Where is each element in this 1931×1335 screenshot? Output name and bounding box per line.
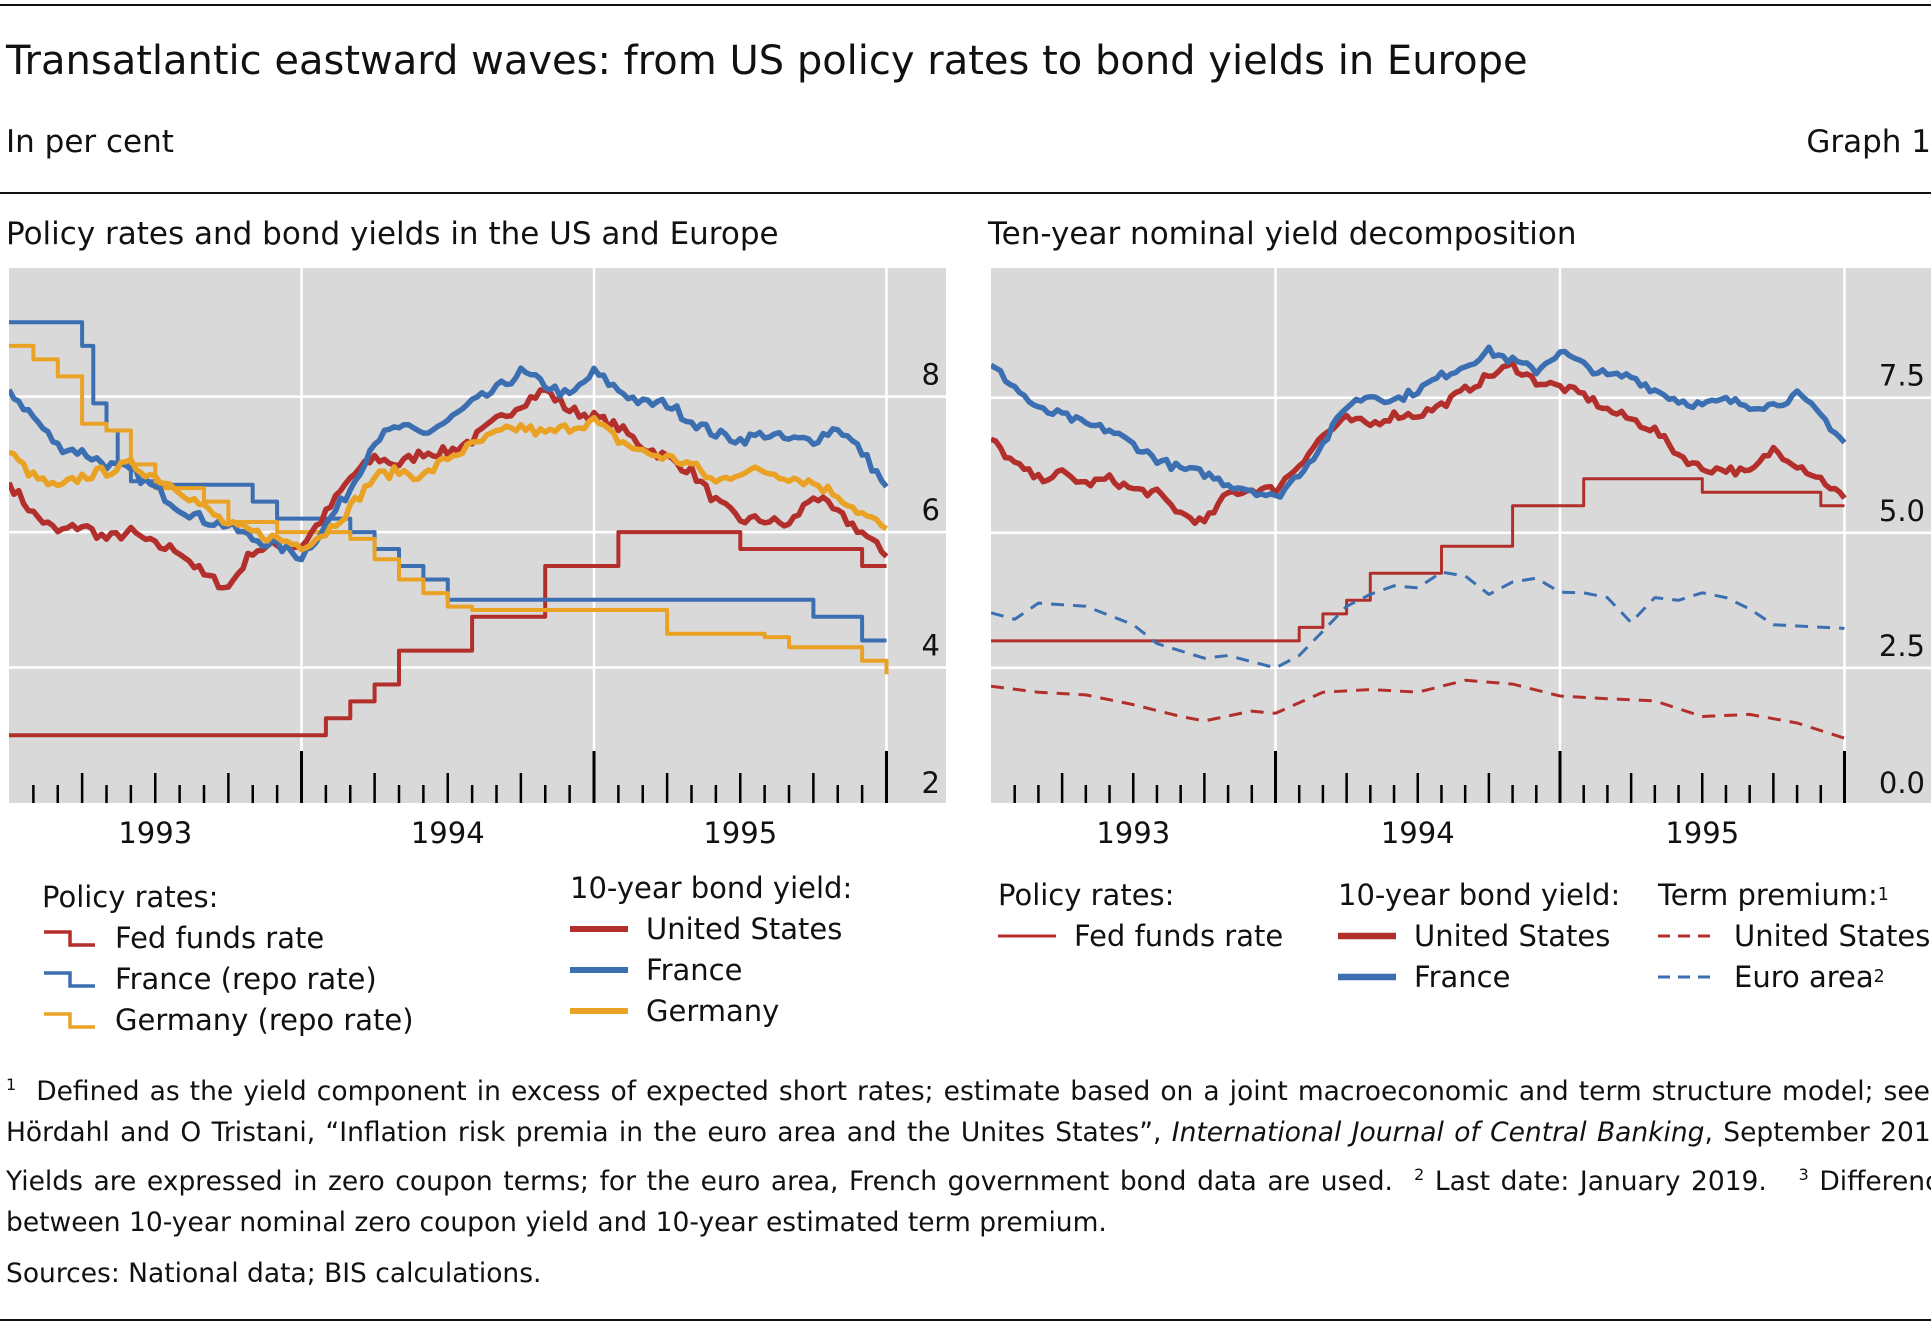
y-tick-label: 2 [922,766,940,800]
x-tick-label: 1994 [411,816,485,850]
legend-item-us-yield: United States [1338,915,1620,956]
footnote-1: Defined as the yield component in excess… [6,1075,1931,1149]
right-legend-policy: Policy rates: Fed funds rate [998,875,1283,956]
left-legend-policy: Policy rates: Fed funds rate France (rep… [42,877,414,1040]
series-line-france-10-year-bond-yield [9,365,889,563]
line-swatch-icon [1338,973,1396,980]
line-swatch-icon [570,1007,628,1014]
x-tick-label: 1993 [118,816,192,850]
legend-heading: Term premium: 1 [1658,878,1889,912]
line-swatch-icon [570,925,628,932]
y-tick-label: 2.5 [1879,629,1925,663]
legend-item-france-yield: France [1338,956,1620,997]
series-line-fed-funds-rate-policy-rates [991,477,1845,643]
series-line-germany-repo-rate--policy-rates [9,343,889,675]
step-line-swatch-icon [44,1011,95,1029]
legend-item-fed-funds: Fed funds rate [42,917,414,958]
y-tick-label: 5.0 [1879,494,1925,528]
right-legend-term-premium: Term premium: 1 United States Euro area 2 [1658,875,1930,997]
legend-item-us-term-premium: United States [1658,915,1930,956]
x-tick-label: 1995 [1665,816,1739,850]
units-label: In per cent [6,124,174,160]
legend-heading: Policy rates: [42,880,219,914]
series-line-united-states-10-year-bond-yield [991,360,1847,527]
footnote-ref: 1 [1877,885,1889,905]
footnote-3: Difference between 10-year nominal zero … [6,1165,1931,1239]
legend-item-france-yield: France [570,949,852,990]
series-line-germany-10-year-bond-yield [9,414,888,553]
dashed-line-swatch-icon [1658,975,1716,978]
page-title: Transatlantic eastward waves: from US po… [6,38,1528,84]
left-chart: 2 4 6 8 1993 1994 1995 [9,268,946,850]
legend-item-us-yield: United States [570,908,852,949]
line-swatch-icon [570,966,628,973]
dashed-line-swatch-icon [1658,934,1716,937]
journal-name: International Journal of Central Banking [1171,1117,1705,1149]
footnotes: 1 Defined as the yield component in exce… [6,1064,1931,1244]
footnote-2: Last date: January 2019. [1434,1165,1767,1197]
footnote-ref: 2 [1873,966,1885,987]
y-tick-label: 8 [922,358,940,392]
left-panel-title: Policy rates and bond yields in the US a… [6,216,779,252]
series-line-fed-funds-rate-policy-rates [9,530,887,738]
legend-heading: 10-year bond yield: [1338,878,1621,912]
legend-heading: 10-year bond yield: [570,871,853,905]
y-tick-label: 4 [922,629,940,663]
step-line-swatch-icon [44,970,95,988]
x-tick-label: 1995 [703,816,777,850]
series-line-united-states-10-year-bond-yield [9,387,889,591]
graph-number: Graph 1 [1806,124,1931,160]
legend-item-france-repo: France (repo rate) [42,958,414,999]
plot-background [991,268,1931,803]
top-rule [0,4,1931,6]
series-line-france-10-year-bond-yield [991,344,1847,500]
y-tick-label: 7.5 [1879,359,1925,393]
right-legend-bond-yield: 10-year bond yield: United States France [1338,875,1620,997]
line-swatch-icon [1338,932,1396,939]
x-tick-label: 1994 [1381,816,1455,850]
plot-background [9,268,946,803]
series-line-euro-area-term-premium [991,570,1845,670]
legend-item-fed-funds: Fed funds rate [998,915,1283,956]
left-legend-bond-yield: 10-year bond yield: United States France… [570,868,852,1031]
y-tick-label: 6 [922,493,940,527]
step-line-swatch-icon [44,929,95,947]
legend-item-germany-repo: Germany (repo rate) [42,999,414,1040]
right-panel-title: Ten-year nominal yield decomposition [988,216,1577,252]
legend-heading: Policy rates: [998,878,1175,912]
legend-item-euro-term-premium: Euro area 2 [1658,956,1930,997]
line-swatch-icon [998,934,1056,937]
bottom-rule [0,1319,1931,1321]
legend-item-germany-yield: Germany [570,990,852,1031]
y-tick-label: 0.0 [1879,766,1925,800]
right-chart: 0.0 2.5 5.0 7.5 1993 1994 1995 [991,268,1931,850]
header-rule [0,192,1931,194]
x-tick-label: 1993 [1096,816,1170,850]
sources-note: Sources: National data; BIS calculations… [6,1258,542,1289]
